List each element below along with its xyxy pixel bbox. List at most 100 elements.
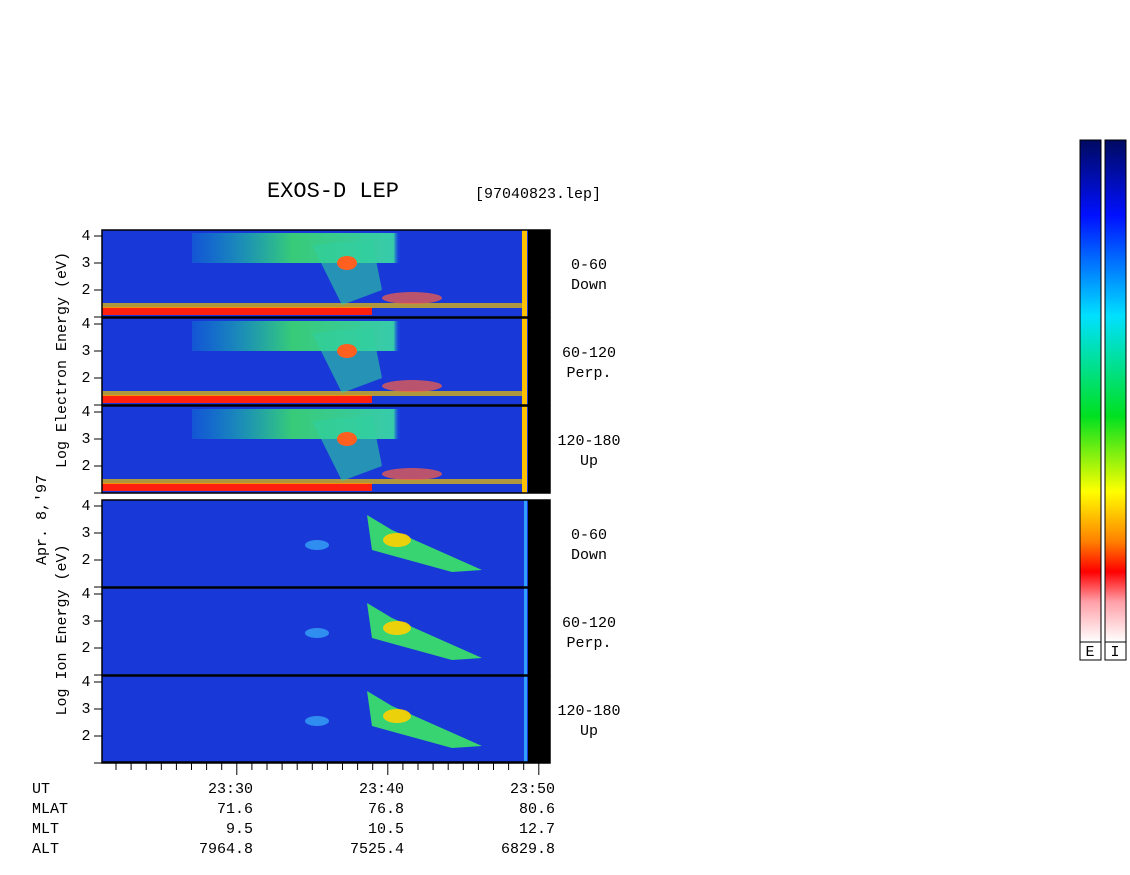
direction: Up (580, 453, 598, 470)
panel-frame (101, 405, 551, 494)
colorbar: E I (1079, 139, 1127, 661)
low-energy-edge (102, 303, 522, 308)
y-tick-label: 3 (81, 525, 90, 542)
direction: Perp. (566, 635, 611, 652)
ion-faint (305, 540, 329, 550)
y-tick-label: 2 (81, 458, 90, 475)
ion-faint (305, 628, 329, 638)
edge-strip (522, 406, 527, 493)
electron-low (382, 292, 442, 304)
y-tick-label: 2 (81, 640, 90, 657)
row-label: ALT (32, 841, 59, 858)
edge-strip (522, 318, 527, 405)
edge-strip (524, 676, 527, 763)
y-tick-label: 4 (81, 404, 90, 421)
ion-faint (305, 716, 329, 726)
x-value: 71.6 (217, 801, 253, 818)
y-tick-label: 4 (81, 674, 90, 691)
panel-frame (101, 587, 551, 676)
ion-peak (383, 709, 411, 723)
energy-range: 0-60 (571, 527, 607, 544)
electron-burst (312, 240, 382, 305)
low-energy-band (102, 483, 372, 491)
low-energy-edge (102, 391, 522, 396)
y-tick-label: 3 (81, 431, 90, 448)
electron-peak (337, 256, 357, 270)
colorbar-label: I (1110, 644, 1119, 661)
edge-strip (524, 500, 527, 587)
x-value: 23:30 (208, 781, 253, 798)
black-region (528, 500, 550, 587)
low-energy-edge (102, 479, 522, 484)
ion-streak (367, 691, 482, 748)
black-region (528, 588, 550, 675)
row-label: MLT (32, 821, 59, 838)
y-axis-label: Log Electron Energy (eV) (54, 252, 71, 468)
y-tick-label: 3 (81, 343, 90, 360)
panel-frame (101, 675, 551, 764)
x-value: 7964.8 (199, 841, 253, 858)
energy-range: 120-180 (557, 433, 620, 450)
x-value: 6829.8 (501, 841, 555, 858)
electron-burst (312, 416, 382, 481)
x-value: 23:50 (510, 781, 555, 798)
y-tick-label: 2 (81, 370, 90, 387)
row-label: MLAT (32, 801, 68, 818)
energy-range: 0-60 (571, 257, 607, 274)
low-energy-band (102, 395, 372, 403)
black-region (528, 676, 550, 763)
low-energy-band (102, 307, 372, 315)
edge-strip (522, 230, 527, 317)
y-tick-label: 2 (81, 552, 90, 569)
y-tick-label: 3 (81, 613, 90, 630)
energy-range: 60-120 (562, 345, 616, 362)
x-value: 80.6 (519, 801, 555, 818)
colorbar-box (1079, 641, 1102, 661)
electron-peak (337, 344, 357, 358)
black-region (528, 230, 550, 317)
direction: Up (580, 723, 598, 740)
y-tick-label: 3 (81, 255, 90, 272)
y-tick-label: 2 (81, 282, 90, 299)
colorbar-box (1104, 641, 1127, 661)
y-tick-label: 4 (81, 586, 90, 603)
y-tick-label: 4 (81, 316, 90, 333)
black-region (528, 318, 550, 405)
file-name: [97040823.lep] (475, 186, 601, 203)
x-value: 23:40 (359, 781, 404, 798)
panel-frame (101, 229, 551, 318)
title: EXOS-D LEP (267, 179, 399, 204)
colorbar-e (1079, 139, 1102, 643)
panel-frame (101, 499, 551, 588)
ion-peak (383, 533, 411, 547)
edge-strip (524, 588, 527, 675)
x-value: 10.5 (368, 821, 404, 838)
x-value: 76.8 (368, 801, 404, 818)
x-value: 12.7 (519, 821, 555, 838)
date-label: Apr. 8,'97 (34, 475, 51, 565)
direction: Perp. (566, 365, 611, 382)
energy-range: 60-120 (562, 615, 616, 632)
electron-low (382, 380, 442, 392)
panel-frame (101, 317, 551, 406)
ion-streak (367, 515, 482, 572)
y-tick-label: 3 (81, 701, 90, 718)
colorbar-label: E (1085, 644, 1094, 661)
x-value: 9.5 (226, 821, 253, 838)
energy-range: 120-180 (557, 703, 620, 720)
y-tick-label: 4 (81, 228, 90, 245)
electron-peak (337, 432, 357, 446)
direction: Down (571, 277, 607, 294)
ion-streak (367, 603, 482, 660)
row-label: UT (32, 781, 50, 798)
black-region (528, 406, 550, 493)
x-value: 7525.4 (350, 841, 404, 858)
electron-burst (312, 328, 382, 393)
y-tick-label: 2 (81, 728, 90, 745)
direction: Down (571, 547, 607, 564)
ion-peak (383, 621, 411, 635)
colorbar-i (1104, 139, 1127, 643)
y-axis-label: Log Ion Energy (eV) (54, 544, 71, 715)
